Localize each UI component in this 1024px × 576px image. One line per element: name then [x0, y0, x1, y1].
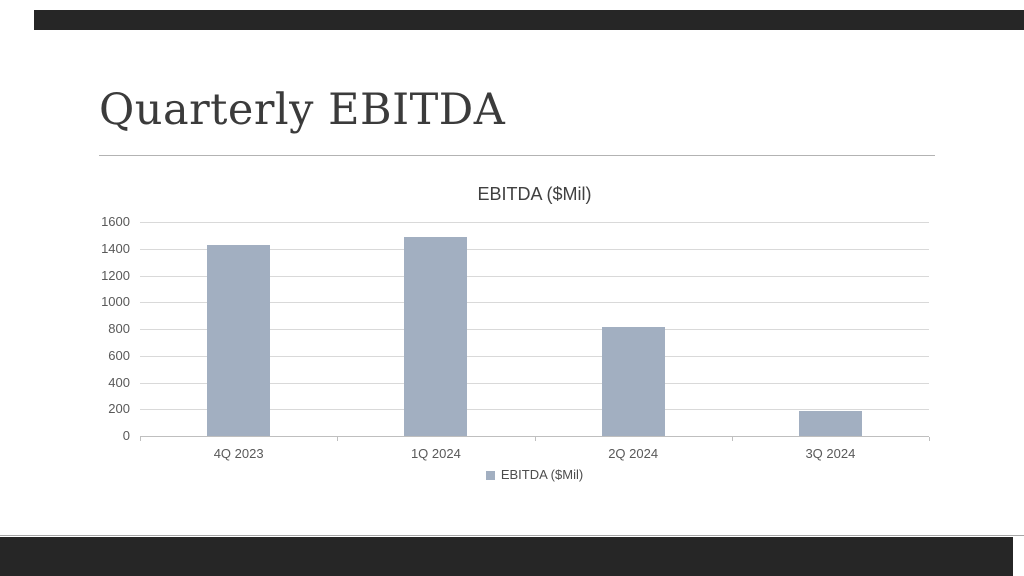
gridline — [140, 382, 929, 384]
y-tick-label: 400 — [108, 374, 130, 390]
chart-legend: EBITDA ($Mil) — [140, 467, 929, 483]
chart-title: EBITDA ($Mil) — [477, 184, 592, 204]
bottom-hairline — [0, 535, 1024, 536]
x-axis-tickmark — [337, 437, 339, 441]
y-tick-label: 1200 — [101, 267, 130, 283]
gridline — [140, 329, 929, 330]
top-accent-band — [34, 10, 1024, 30]
y-tick-label: 1000 — [101, 294, 130, 310]
x-tick-label: 2Q 2024 — [608, 446, 659, 461]
gridline — [140, 302, 929, 304]
gridline — [140, 355, 929, 357]
x-axis-line — [140, 436, 929, 437]
x-axis-tickmark — [534, 437, 536, 441]
gridline — [140, 248, 929, 250]
x-axis-tickmark — [140, 437, 141, 441]
y-tick-label: 200 — [108, 401, 130, 417]
x-axis-tickmark — [929, 437, 930, 441]
y-tick-label: 1600 — [101, 214, 130, 229]
gridline — [140, 409, 929, 411]
bar-2q-2024 — [601, 326, 665, 436]
y-tick-label: 600 — [108, 347, 130, 363]
bar-4q-2023 — [207, 244, 271, 436]
x-tick-label: 1Q 2024 — [410, 446, 461, 461]
gridline — [140, 275, 929, 277]
legend-label: EBITDA ($Mil) — [500, 467, 584, 482]
legend-swatch — [485, 470, 495, 480]
bottom-accent-band — [0, 537, 1013, 576]
y-tick-label: 0 — [122, 428, 130, 443]
y-tick-label: 800 — [108, 321, 130, 336]
x-tick-label: 4Q 2023 — [213, 446, 264, 461]
slide-title: Quarterly EBITDA — [99, 85, 506, 135]
title-underline-rule — [99, 155, 935, 156]
x-axis-tickmark — [731, 437, 733, 441]
bar-3q-2024 — [798, 410, 862, 436]
x-tick-label: 3Q 2024 — [805, 446, 856, 461]
bar-1q-2024 — [404, 236, 468, 436]
gridline — [140, 222, 929, 223]
y-tick-label: 1400 — [101, 240, 130, 256]
